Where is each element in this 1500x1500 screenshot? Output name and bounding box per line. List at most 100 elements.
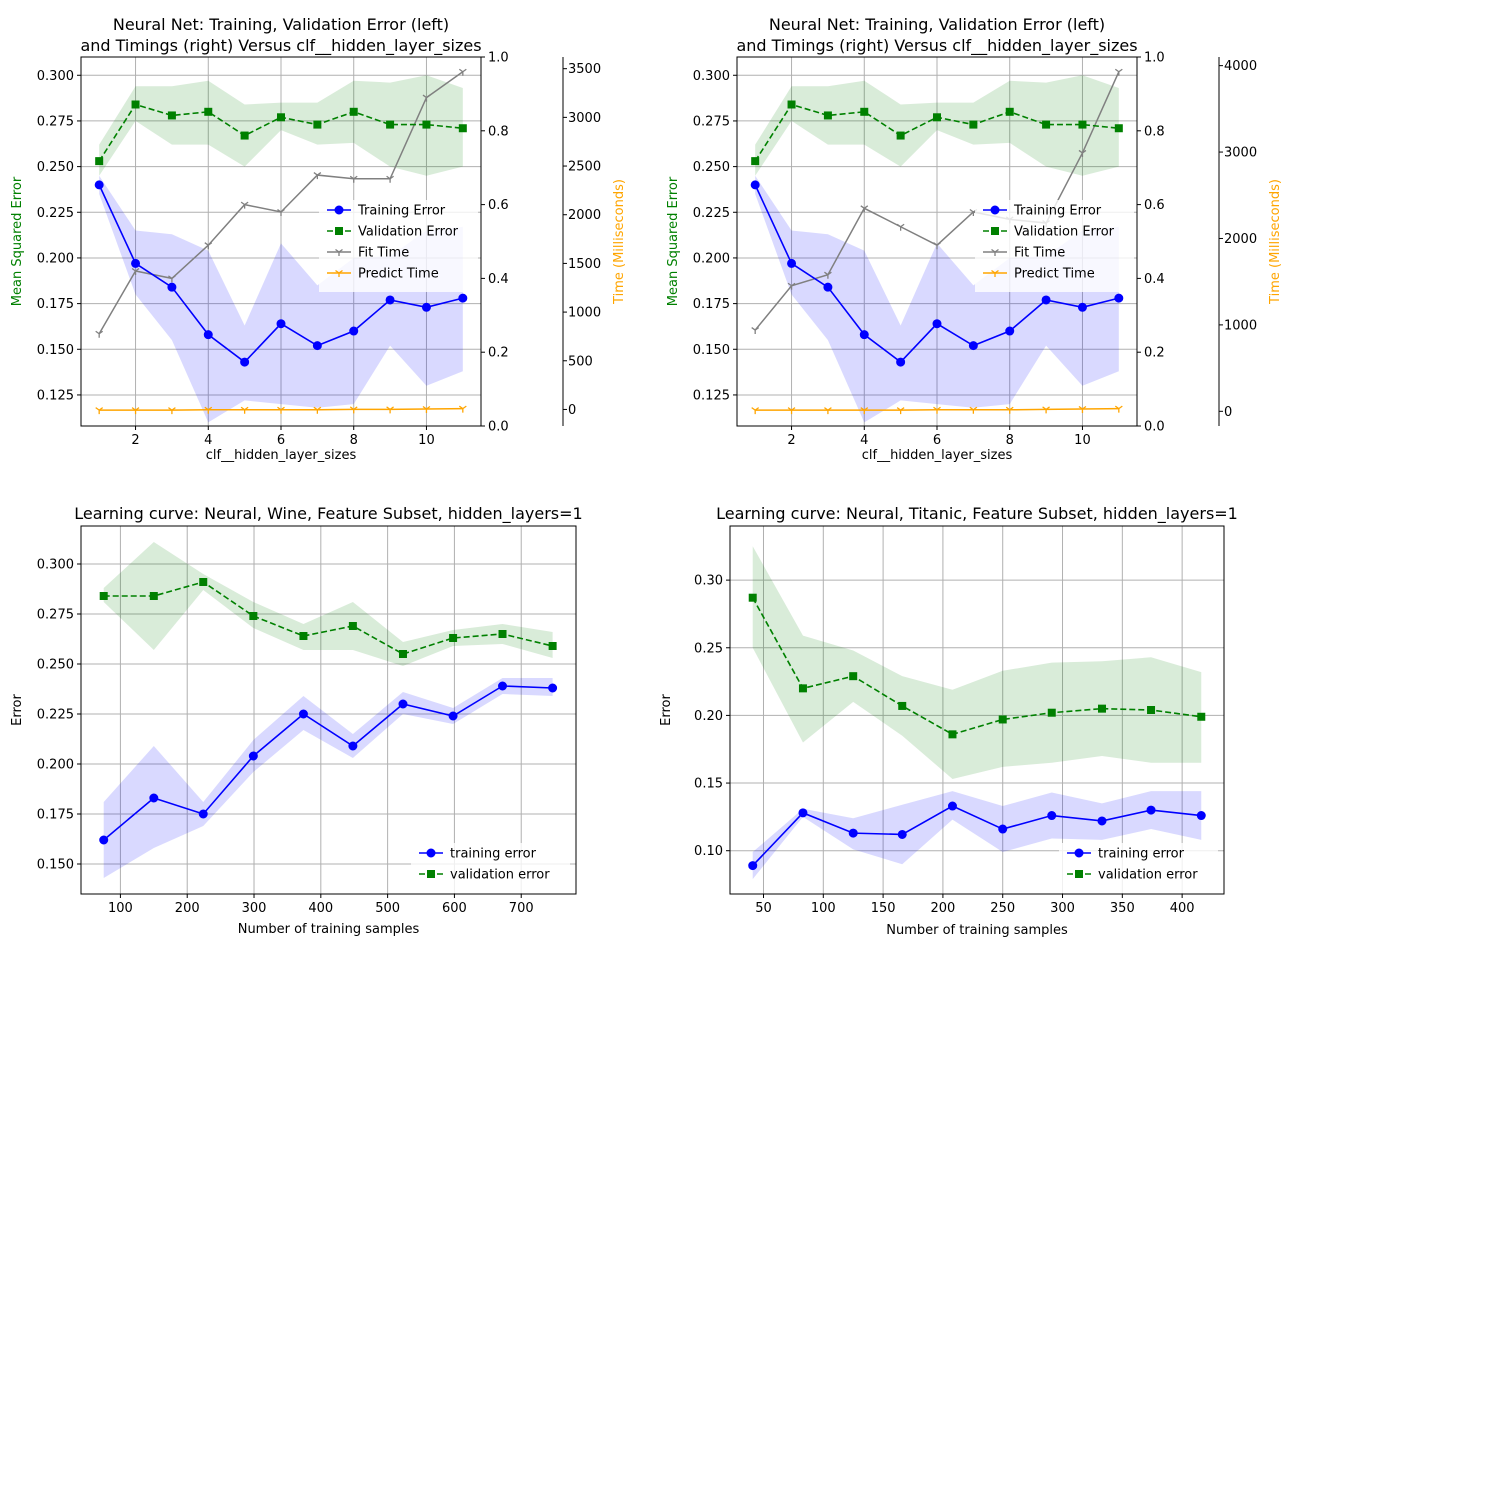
band-validation-error (752, 546, 1202, 779)
x-tick-label: 700 (509, 901, 534, 916)
legend-label: Validation Error (1014, 225, 1115, 240)
x-tick-label: 600 (442, 901, 467, 916)
point-validation-error (131, 100, 140, 109)
legend-box (1059, 843, 1218, 893)
point-fit-time (458, 68, 467, 76)
time-axis-tick-label: 0 (568, 403, 576, 418)
point-training-error (798, 808, 808, 818)
point-validation-error (998, 715, 1007, 724)
chart-1: 0.0 0.2 0.4 0.6 0.8 1.0 0 500 1000 1500 2000 2500 30… (10, 15, 627, 463)
x-tick-label: 500 (375, 901, 400, 916)
right-axis-tick-label: 0.0 (488, 420, 509, 435)
right-axis-tick-label: 0.6 (1144, 198, 1165, 213)
point-training-error (498, 681, 508, 691)
point-validation-error (422, 120, 431, 129)
point-training-error (203, 330, 213, 340)
point-validation-error (498, 630, 507, 638)
x-tick-label: 200 (175, 901, 200, 916)
band-validation-error (99, 75, 463, 176)
x-tick-label: 50 (755, 901, 772, 916)
point-training-error (859, 330, 869, 340)
legend-marker (335, 269, 343, 277)
chart-title: and Timings (right) Versus clf__hidden_l… (80, 36, 481, 56)
legend-marker (427, 870, 435, 878)
y-tick-label: 0.175 (37, 297, 74, 312)
point-validation-error (1005, 107, 1014, 116)
point-fit-time (131, 267, 140, 276)
point-predict-time (824, 407, 832, 415)
legend: Training Error Validation Error Fit Time Pr… (975, 200, 1134, 292)
y-tick-label: 0.200 (37, 251, 74, 266)
point-validation-error (933, 113, 941, 122)
point-predict-time (787, 407, 796, 415)
point-fit-time (824, 271, 832, 279)
point-training-error (149, 793, 159, 803)
legend-marker (1075, 870, 1083, 878)
x-tick-label: 6 (277, 433, 285, 448)
point-fit-time (277, 208, 285, 216)
time-axis-tick-label: 1500 (568, 257, 601, 272)
band-training-error (103, 678, 553, 878)
legend: training error validation error (411, 843, 570, 893)
x-axis-label: clf__hidden_layer_sizes (862, 448, 1013, 463)
time-axis-label: Time (Milliseconds) (1268, 179, 1283, 305)
point-validation-error (95, 157, 104, 166)
x-tick-label: 150 (871, 901, 896, 916)
legend-marker (990, 205, 1000, 215)
time-axis-tick-label: 2000 (568, 208, 601, 223)
y-tick-label: 0.225 (37, 708, 74, 723)
point-training-error (1114, 293, 1124, 303)
time-axis-tick-label: 1000 (568, 306, 601, 321)
chart-title: Learning curve: Neural, Titanic, Feature… (716, 504, 1238, 524)
point-predict-time (933, 406, 941, 414)
point-fit-time (349, 175, 358, 183)
point-fit-time (422, 94, 431, 102)
chart-4: 50 100 150 200 250 300 350 400 0.10 0.15 0.20 0.25 0… (659, 504, 1238, 938)
point-training-error (99, 835, 109, 845)
x-axis-label: Number of training samples (238, 922, 420, 937)
point-validation-error (860, 107, 869, 116)
point-validation-error (787, 100, 796, 109)
y-tick-label: 0.300 (37, 69, 74, 84)
y-tick-label: 0.150 (37, 858, 74, 873)
right-axis-tick-label: 1.0 (1144, 51, 1165, 66)
point-validation-error (313, 120, 322, 129)
point-fit-time (933, 242, 941, 250)
y-tick-label: 0.225 (693, 206, 730, 221)
point-validation-error (1097, 704, 1106, 713)
time-axis-tick-label: 4000 (1224, 59, 1257, 74)
point-validation-error (199, 578, 208, 586)
point-training-error (385, 295, 395, 305)
point-predict-time (1042, 406, 1050, 414)
point-training-error (998, 824, 1008, 834)
x-tick-label: 4 (860, 433, 868, 448)
point-training-error (968, 341, 978, 351)
point-fit-time (787, 282, 796, 290)
point-predict-time (240, 406, 249, 414)
y-axis-label: Error (659, 694, 674, 726)
point-training-error (1146, 805, 1156, 815)
legend-label: Validation Error (358, 225, 459, 240)
series-line-training-error (752, 805, 1202, 867)
point-validation-error (277, 113, 285, 122)
point-training-error (823, 282, 833, 292)
y-tick-label: 0.275 (693, 114, 730, 129)
point-validation-error (1078, 120, 1087, 129)
right-axis-tick-label: 0.2 (1144, 346, 1165, 361)
point-training-error (748, 861, 758, 871)
series-line-validation-error (103, 581, 553, 655)
point-predict-time (751, 407, 760, 415)
x-tick-label: 300 (1050, 901, 1075, 916)
point-predict-time (896, 407, 905, 415)
band-training-error (99, 175, 463, 423)
right-axis-tick-label: 1.0 (488, 51, 509, 66)
legend-label: Predict Time (358, 267, 439, 282)
band-validation-error (103, 542, 553, 666)
point-validation-error (1147, 706, 1156, 714)
plot-frame (729, 525, 1225, 895)
point-fit-time (860, 205, 869, 213)
point-fit-time (240, 201, 249, 209)
point-predict-time (1078, 405, 1087, 414)
point-fit-time (313, 172, 322, 180)
x-tick-label: 2 (787, 433, 795, 448)
